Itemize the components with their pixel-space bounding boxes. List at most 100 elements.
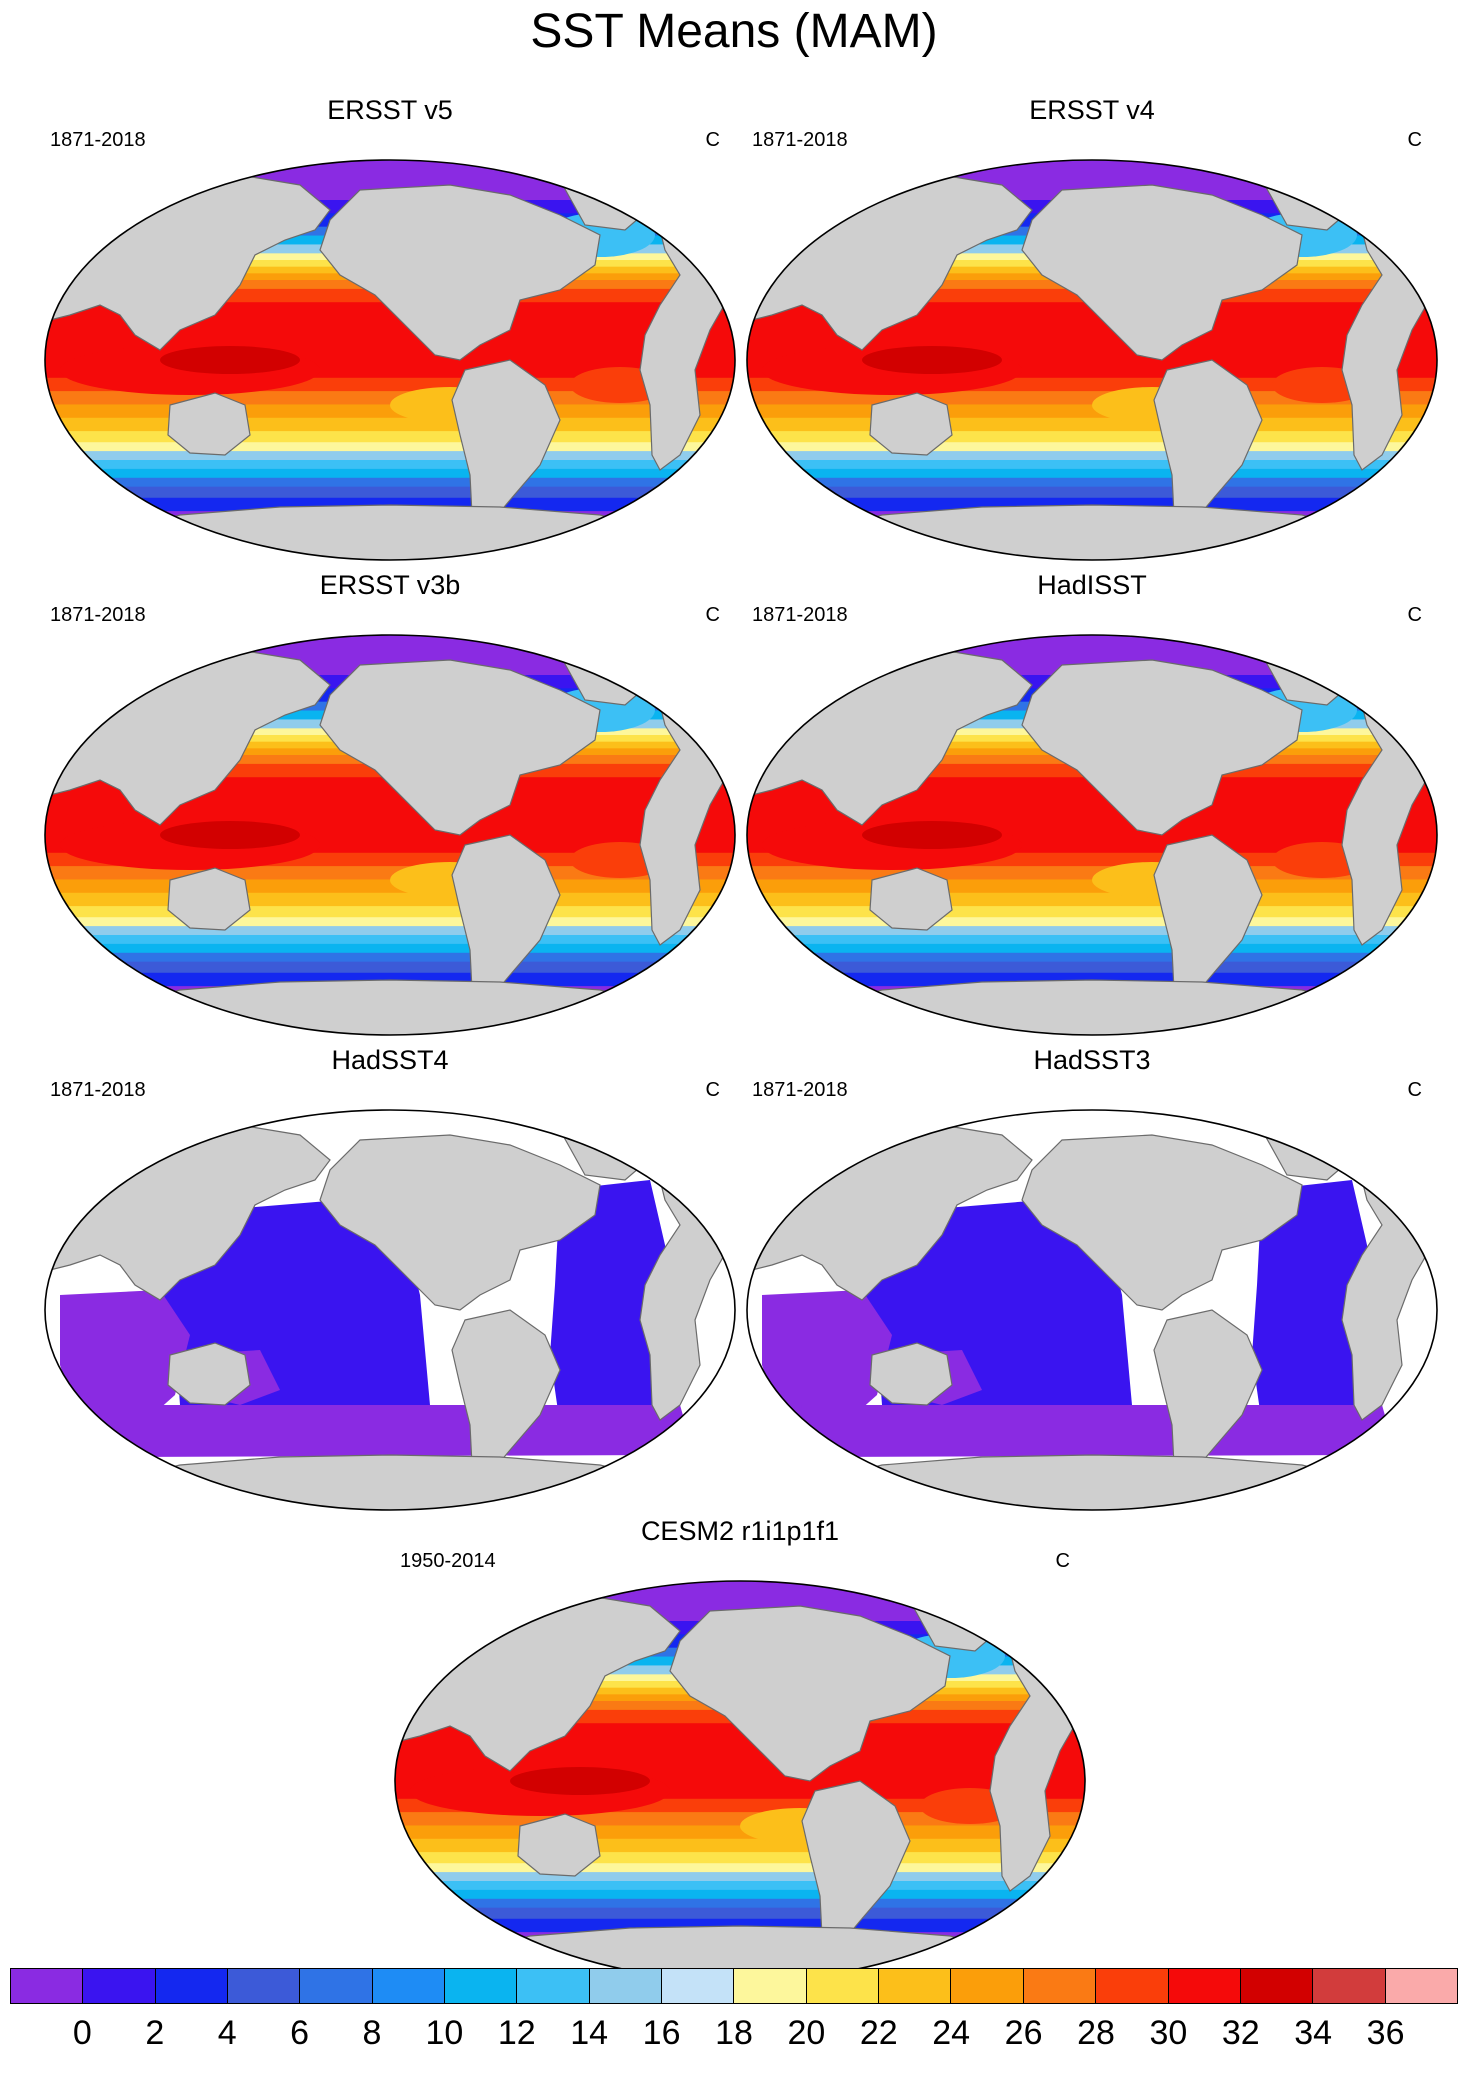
warm-pool-core <box>862 346 1002 374</box>
colorbar-tick-label: 28 <box>1077 2014 1115 2052</box>
australia-land <box>167 867 251 931</box>
colorbar-swatch <box>445 1969 518 2003</box>
sst-band <box>45 477 735 488</box>
colorbar-swatch <box>372 1969 446 2003</box>
panel-title: ERSST v5 <box>327 95 453 125</box>
sst-band <box>395 1838 1085 1853</box>
panel-unit-label: C <box>705 1079 720 1101</box>
australia-land <box>869 1342 953 1406</box>
map-content <box>395 1581 1085 1981</box>
colorbar-tick-label: 2 <box>145 2014 165 2052</box>
colorbar-swatch <box>1313 1969 1386 2003</box>
map-border <box>746 634 1438 1036</box>
colorbar-swatch <box>1240 1969 1314 2003</box>
colorbar-swatch <box>11 1969 84 2003</box>
sst-band <box>395 1907 1085 1920</box>
sst-band <box>747 468 1437 479</box>
panel-unit-label: C <box>705 604 720 626</box>
australia-land <box>869 867 953 931</box>
map-panel-hadisst: HadISST 1871-2018 C <box>742 570 1442 1040</box>
colorbar-tick-label: 24 <box>932 2014 971 2052</box>
sst-band <box>747 417 1437 432</box>
colorbar-swatch <box>1023 1969 1097 2003</box>
colorbar: 0 2 4 6 8 10 12 14 16 18 20 22 24 26 28 30 32 34 36 <box>10 1968 1458 2080</box>
warm-pool-core <box>862 821 1002 849</box>
colorbar-tick-label: 36 <box>1366 2014 1405 2052</box>
panel-unit-label: C <box>705 129 720 151</box>
map-panel-hadsst3: HadSST3 1871-2018 C <box>742 1045 1442 1515</box>
sst-band <box>45 404 735 419</box>
sst-band <box>395 1852 1085 1864</box>
colorbar-tick-label: 30 <box>1149 2014 1188 2052</box>
sst-band <box>747 404 1437 419</box>
map-panel-hadsst4: HadSST4 1871-2018 C <box>40 1045 740 1515</box>
sst-band <box>395 1872 1085 1882</box>
warm-pool-core <box>160 346 300 374</box>
figure-title: SST Means (MAM) <box>530 5 938 58</box>
sst-band <box>45 952 735 963</box>
sst-band <box>395 1863 1085 1873</box>
colorbar-swatch <box>155 1969 229 2003</box>
map-content <box>45 160 735 560</box>
colorbar-labels: 0 2 4 6 8 10 12 14 16 18 20 22 24 26 28 30 32 34 36 <box>10 2014 1458 2058</box>
panel-period-label: 1871-2018 <box>752 604 848 626</box>
australia-land <box>167 1342 251 1406</box>
southern-data-band <box>90 1405 690 1457</box>
colorbar-tick-label: 22 <box>859 2014 898 2052</box>
panel-unit-label: C <box>1407 129 1422 151</box>
colorbar-swatch <box>734 1969 807 2003</box>
colorbar-tick-label: 10 <box>425 2014 464 2052</box>
sst-band <box>45 906 735 918</box>
map-panel-ersst-v5: ERSST v5 1871-2018 C <box>40 95 740 565</box>
colorbar-tick-label: 32 <box>1221 2014 1260 2052</box>
sst-band <box>45 917 735 927</box>
panel-period-label: 1871-2018 <box>752 129 848 151</box>
colorbar-tick-label: 14 <box>570 2014 609 2052</box>
sst-band <box>747 451 1437 461</box>
australia-land <box>167 392 251 456</box>
sst-band <box>45 926 735 936</box>
panel-title: ERSST v3b <box>319 570 461 600</box>
sst-band <box>45 468 735 479</box>
panel-title: HadISST <box>1037 570 1147 600</box>
sst-band <box>45 943 735 954</box>
colorbar-swatch <box>951 1969 1024 2003</box>
sst-band <box>747 477 1437 488</box>
sst-band <box>747 879 1437 894</box>
north-america-land <box>319 1134 601 1311</box>
panel-unit-label: C <box>1055 1550 1070 1572</box>
sst-band <box>747 442 1437 452</box>
panel-title: HadSST3 <box>1033 1045 1151 1075</box>
map-border <box>44 1109 736 1511</box>
panel-title: HadSST4 <box>331 1045 449 1075</box>
colorbar-swatch <box>1096 1969 1169 2003</box>
sst-band <box>45 879 735 894</box>
map-border <box>746 1109 1438 1511</box>
sst-band <box>747 892 1437 907</box>
colorbar-boxes <box>10 1968 1458 2004</box>
map-border <box>746 159 1438 561</box>
colorbar-swatch <box>806 1969 880 2003</box>
panel-unit-label: C <box>1407 604 1422 626</box>
sst-band <box>45 451 735 461</box>
colorbar-swatch <box>83 1969 156 2003</box>
sst-band <box>45 892 735 907</box>
north-america-land <box>1021 659 1303 836</box>
colorbar-tick-label: 6 <box>290 2014 310 2052</box>
australia-land <box>517 1813 601 1877</box>
sst-band <box>747 952 1437 963</box>
sst-band <box>747 961 1437 974</box>
map-border <box>44 634 736 1036</box>
atlantic-data-region <box>1252 1180 1382 1435</box>
colorbar-tick-label: 12 <box>497 2014 536 2052</box>
colorbar-swatch <box>517 1969 590 2003</box>
world-map <box>44 1109 736 1511</box>
sst-band <box>747 906 1437 918</box>
colorbar-swatch <box>300 1969 373 2003</box>
sst-band <box>45 935 735 945</box>
map-content <box>747 1110 1437 1510</box>
sst-band <box>747 486 1437 499</box>
colorbar-tick-label: 18 <box>715 2014 753 2052</box>
sst-band <box>747 943 1437 954</box>
indian-data-region <box>762 1290 892 1435</box>
